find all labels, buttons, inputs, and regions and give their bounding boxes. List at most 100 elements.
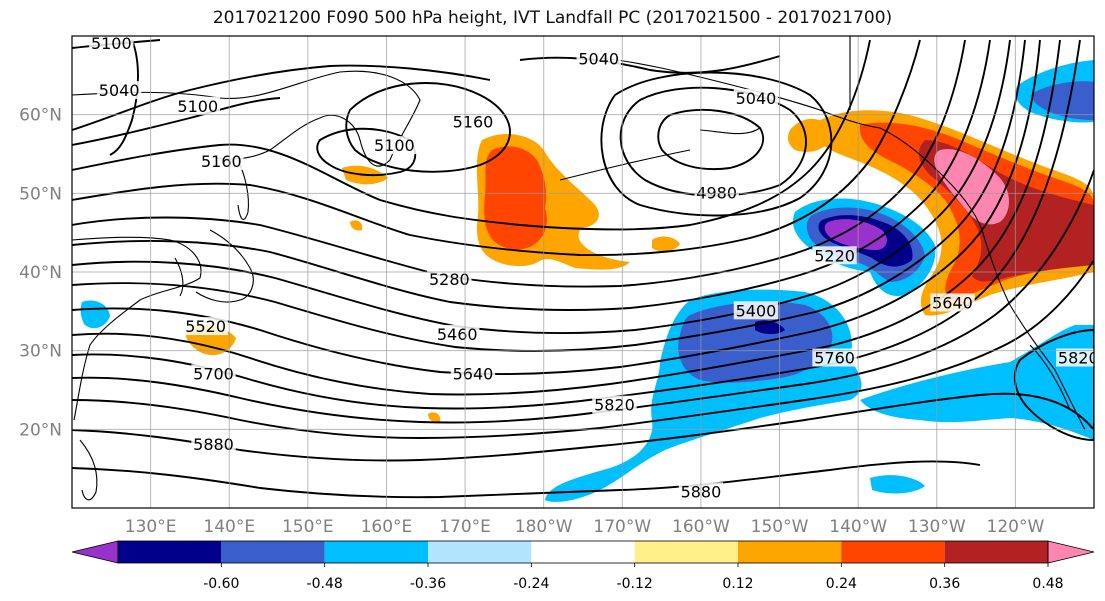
lon-tick-label: 140°W: [829, 517, 887, 537]
contour-label: 5160: [201, 152, 242, 171]
colorbar-frame: [117, 540, 1049, 564]
ivt-positive-small1: [350, 220, 363, 231]
lon-tick-label: 180°W: [515, 517, 573, 537]
colorbar: -0.60 -0.48 -0.36 -0.24 -0.12 0.12 0.24 0.36 0.4…: [71, 540, 1095, 592]
contour-label: 5280: [429, 270, 470, 289]
lon-tick-label: 170°E: [439, 517, 491, 537]
colorbar-segment: [841, 541, 945, 563]
contour-label-bg: [592, 395, 637, 414]
contour-label-bg: [96, 81, 142, 100]
contour-label-bg: [191, 364, 236, 383]
lon-tick-label: 170°W: [593, 517, 651, 537]
contour-5100-a: [72, 64, 491, 131]
contour-label: 5700: [193, 364, 234, 383]
contour-label-bg: [191, 435, 236, 454]
colorbar-tick-label: 0.12: [722, 576, 753, 592]
contour-label: 5220: [814, 246, 855, 265]
colorbar-tick-label: -0.12: [617, 576, 653, 592]
colorbar-segment: [738, 541, 842, 563]
colorbar-segment: [944, 541, 1048, 563]
coastline-aleutians: [559, 149, 691, 181]
contour-label-bg: [576, 49, 621, 68]
contour-label: 5040: [736, 89, 777, 108]
ivt-peak-west-coast: [934, 149, 1009, 225]
contour-label-bg: [733, 301, 779, 320]
colorbar-segment: [221, 541, 325, 563]
graticule: [72, 36, 1094, 508]
lon-tick-label: 150°W: [751, 517, 809, 537]
coastline-asia-mainland: [72, 236, 202, 421]
ivt-negative-china: [80, 300, 110, 329]
ivt-positive-hudson: [787, 118, 835, 152]
lat-tick-label: 50°N: [19, 184, 62, 204]
contour-label: 5760: [814, 349, 855, 368]
contour-label: 5820: [1058, 349, 1099, 368]
colorbar-extend-high: [1047, 540, 1095, 564]
colorbar-tick-label: -0.60: [203, 576, 239, 592]
contour-5100-loop2: [600, 71, 833, 217]
ivt-neg-strong-subtropical: [678, 301, 833, 383]
coastline-canada-west: [879, 127, 1086, 431]
colorbar-tick-label: -0.36: [410, 576, 446, 592]
coastline-korea: [174, 257, 184, 297]
coastline-taiwan-philippines: [79, 439, 98, 501]
contour-label-bg: [450, 112, 496, 131]
contour-label: 5820: [594, 396, 635, 415]
contour-5460: [72, 39, 1026, 352]
contour-5400: [72, 39, 1011, 334]
contour-5280: [72, 39, 966, 288]
contour-label-bg: [427, 269, 472, 288]
contour-label-bg: [183, 317, 228, 336]
contour-label-bg: [812, 246, 857, 265]
contour-label: 5100: [177, 97, 218, 116]
ivt-positive-dateline: [652, 236, 680, 252]
contour-5040-arc: [519, 55, 781, 74]
longitude-tick-labels: 130°E 140°E 150°E 160°E 170°E 180°W 170°W 160°W…: [125, 517, 1045, 537]
contour-5880-ring: [1013, 329, 1094, 441]
contour-5220: [72, 39, 921, 257]
colorbar-tick-label: 0.36: [929, 576, 960, 592]
contour-5160-loop: [345, 82, 511, 173]
colorbar-extend-low: [71, 540, 119, 564]
contour-label: 5160: [453, 113, 494, 132]
contour-label: 5100: [91, 34, 132, 53]
colorbar-segment: [428, 541, 532, 563]
contour-label: 5640: [453, 364, 494, 383]
coastline-alaska-peninsula: [699, 127, 761, 135]
contour-4980-loop: [657, 109, 765, 171]
contour-5580: [72, 39, 1061, 396]
colorbar-tick-label: 0.24: [826, 576, 857, 592]
contour-label: 5460: [437, 325, 478, 344]
contour-5340: [72, 39, 991, 311]
contour-label: 5100: [374, 136, 415, 155]
ivt-negative-baja: [870, 475, 925, 494]
contour-5880: [72, 460, 981, 499]
contour-5100-loop: [316, 127, 417, 177]
contour-labels: 5100504051005160510051605040504049805220…: [89, 34, 1099, 501]
colorbar-segment: [324, 541, 428, 563]
contour-label-bg: [175, 96, 220, 115]
coastline-siberia: [72, 70, 421, 167]
contour-5820: [72, 392, 1094, 462]
colorbar-tick-label: -0.48: [307, 576, 343, 592]
contour-5040-west: [109, 39, 139, 156]
lon-tick-label: 150°E: [282, 517, 334, 537]
ivt-strong-central: [484, 146, 547, 250]
contour-label-bg: [812, 348, 857, 367]
contour-label: 5880: [193, 435, 234, 454]
lon-tick-label: 140°E: [203, 517, 255, 537]
contour-label-bg: [930, 293, 975, 312]
colorbar-tick-label: -0.24: [513, 576, 549, 592]
lat-tick-label: 40°N: [19, 263, 62, 283]
contour-label-bg: [372, 136, 417, 155]
map-frame: [71, 35, 1095, 509]
contour-label-bg: [435, 324, 480, 343]
contour-label-bg: [450, 364, 496, 383]
contour-label-bg: [199, 151, 244, 170]
lon-tick-label: 120°W: [987, 517, 1045, 537]
contour-label: 5640: [932, 293, 973, 312]
map-title: 2017021200 F090 500 hPa height, IVT Land…: [212, 8, 893, 28]
lon-tick-label: 160°W: [672, 517, 730, 537]
contour-label: 5520: [185, 317, 226, 336]
